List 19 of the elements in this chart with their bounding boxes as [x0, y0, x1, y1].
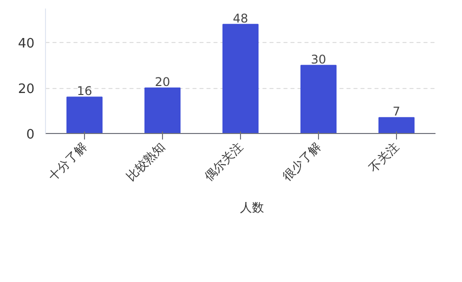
data-label: 30: [310, 52, 326, 66]
x-tick-label: 偶尔关注: [202, 140, 246, 184]
data-label: 16: [76, 84, 92, 98]
x-tick-label: 不关注: [366, 140, 402, 175]
y-tick-label: 40: [18, 36, 35, 52]
bar: [144, 88, 181, 134]
y-tick-label: 0: [26, 128, 35, 142]
data-label: 20: [154, 75, 170, 90]
data-label: 7: [392, 104, 400, 119]
text: 人数: [240, 200, 264, 216]
bar: [222, 24, 259, 134]
bar: [378, 117, 415, 134]
y-tick-label: 20: [18, 82, 35, 98]
bar: [66, 96, 103, 134]
x-tick-label: 比较熟知: [124, 140, 168, 184]
data-label: 48: [232, 11, 248, 26]
x-tick-label: 很少了解: [280, 140, 324, 184]
x-tick-label: 十分了解: [46, 140, 90, 184]
bar: [300, 64, 337, 134]
